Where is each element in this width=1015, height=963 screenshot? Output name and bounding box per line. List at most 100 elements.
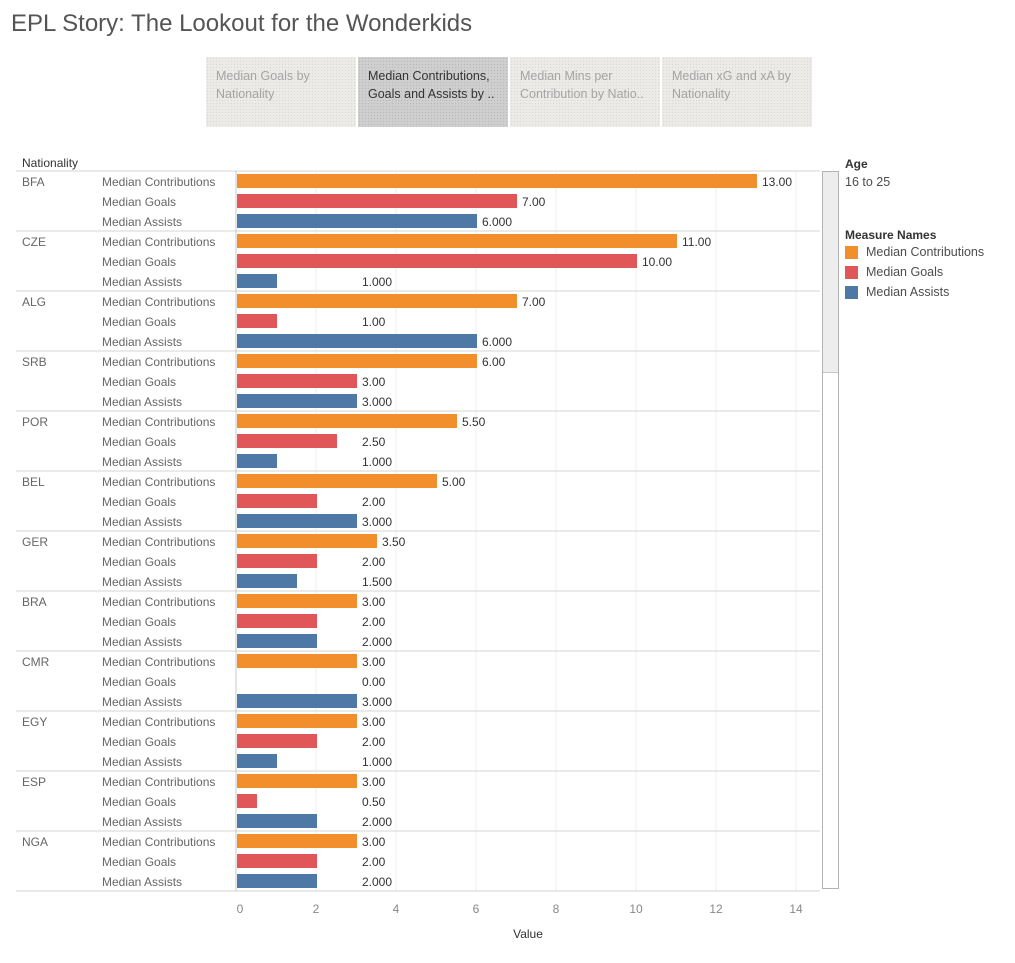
measure-label: Median Assists [102,455,182,469]
data-label: 2.00 [362,855,386,869]
measure-label: Median Assists [102,875,182,889]
x-tick-label: 0 [237,902,244,916]
age-filter-title: Age [845,157,868,171]
tab-median-mins[interactable]: Median Mins per Contribution by Natio.. [510,57,660,127]
data-label: 2.000 [362,815,392,829]
bar [237,434,337,448]
bar [237,574,297,588]
legend-swatch [845,245,858,259]
data-label: 3.00 [362,655,386,669]
measure-label: Median Contributions [102,535,215,549]
legend-item[interactable]: Median Goals [845,262,984,282]
measure-label: Median Contributions [102,415,215,429]
measure-label: Median Goals [102,195,176,209]
measure-label: Median Contributions [102,295,215,309]
bar [237,714,357,728]
data-label: 6.000 [482,335,512,349]
bar [237,834,357,848]
tab-median-xg-xa[interactable]: Median xG and xA by Nationality [662,57,812,127]
measure-label: Median Contributions [102,835,215,849]
nationality-label: BFA [22,175,45,189]
data-label: 2.50 [362,435,386,449]
measure-label: Median Contributions [102,175,215,189]
measure-label: Median Goals [102,795,176,809]
measure-label: Median Contributions [102,355,215,369]
data-label: 1.000 [362,455,392,469]
data-label: 0.00 [362,675,386,689]
data-label: 3.00 [362,375,386,389]
nationality-label: CMR [22,655,50,669]
measure-label: Median Goals [102,315,176,329]
legend-item[interactable]: Median Assists [845,282,984,302]
measure-label: Median Assists [102,275,182,289]
bar [237,534,377,548]
bar [237,594,357,608]
data-label: 7.00 [522,195,546,209]
bar [237,734,317,748]
measure-label: Median Contributions [102,475,215,489]
bar [237,554,317,568]
nationality-label: NGA [22,835,48,849]
measure-label: Median Goals [102,675,176,689]
data-label: 1.500 [362,575,392,589]
nationality-label: CZE [22,235,46,249]
measure-label: Median Assists [102,515,182,529]
data-label: 3.00 [362,775,386,789]
measure-label: Median Goals [102,435,176,449]
bar-chart: Nationality BFA Median Contributions 13.00 M… [16,156,820,941]
bar [237,794,257,808]
data-label: 2.00 [362,495,386,509]
bar [237,414,457,428]
data-label: 5.00 [442,475,466,489]
measure-label: Median Goals [102,615,176,629]
data-label: 6.000 [482,215,512,229]
bar [237,254,637,268]
tab-label-line1: Median Contributions, [368,69,490,83]
bar [237,694,357,708]
age-filter-value[interactable]: 16 to 25 [845,175,891,189]
bar [237,874,317,888]
legend-swatch [845,265,858,279]
x-tick-label: 8 [553,902,560,916]
measure-label: Median Assists [102,575,182,589]
bar [237,374,357,388]
tab-median-contributions[interactable]: Median Contributions, Goals and Assists … [358,57,508,127]
side-panel: Age 16 to 25 Measure Names Median Contri… [845,157,984,302]
x-tick-label: 2 [313,902,320,916]
nationality-label: ESP [22,775,46,789]
data-label: 3.000 [362,395,392,409]
x-tick-label: 6 [473,902,480,916]
scrollbar-thumb[interactable] [823,172,838,373]
x-tick-label: 10 [629,902,643,916]
tab-label-line2: Nationality [216,87,275,101]
bar [237,454,277,468]
bar [237,194,517,208]
measure-label: Median Contributions [102,235,215,249]
data-label: 10.00 [642,255,672,269]
bar [237,614,317,628]
x-tick-label: 12 [709,902,723,916]
data-label: 1.000 [362,755,392,769]
legend-item[interactable]: Median Contributions [845,242,984,262]
chart-scrollbar[interactable] [822,171,839,889]
data-label: 1.000 [362,275,392,289]
bar [237,814,317,828]
bar [237,214,477,228]
tab-label-line2: Contribution by Natio.. [520,87,644,101]
tab-median-goals[interactable]: Median Goals by Nationality [206,57,356,127]
data-label: 2.00 [362,615,386,629]
legend-swatch [845,285,858,299]
x-tick-label: 14 [789,902,803,916]
data-label: 3.000 [362,695,392,709]
bar [237,774,357,788]
data-label: 1.00 [362,315,386,329]
bar [237,294,517,308]
nationality-label: BEL [22,475,45,489]
data-label: 7.00 [522,295,546,309]
legend-label: Median Assists [866,285,950,299]
measure-label: Median Goals [102,855,176,869]
tab-label-line1: Median Mins per [520,69,613,83]
measure-label: Median Goals [102,495,176,509]
bar [237,494,317,508]
tab-label-line2: Goals and Assists by .. [368,87,495,101]
